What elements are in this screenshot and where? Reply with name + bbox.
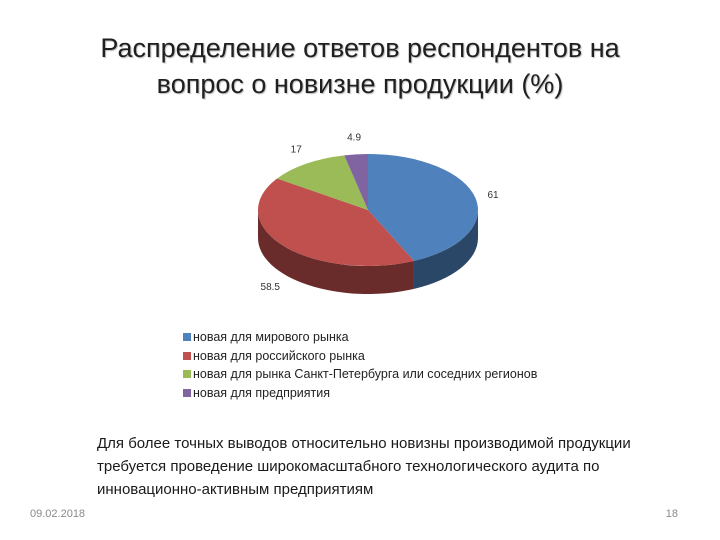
slice-enterprise: [344, 154, 368, 210]
data-label: 4.9: [347, 132, 361, 143]
footer-date: 09.02.2018: [30, 508, 86, 520]
page-number: 18: [665, 508, 678, 520]
legend-label: новая для предприятия: [193, 385, 331, 400]
legend-item-spb: новая для рынка Санкт-Петербурга или сос…: [183, 365, 537, 384]
slice-russia-side: [258, 210, 414, 294]
slice-russia: [258, 178, 414, 266]
legend-label: новая для российского рынка: [193, 348, 365, 363]
legend-item-enterprise: новая для предприятия: [183, 384, 537, 403]
slice-spb: [277, 155, 368, 210]
pie-slices: [258, 154, 479, 294]
title-line-1: Распределение ответов респондентов на: [100, 33, 620, 63]
legend-swatch: [183, 333, 191, 342]
legend-item-russia: новая для российского рынка: [183, 347, 537, 366]
data-label: 61: [487, 190, 499, 201]
title-line-2: вопрос о новизне продукции (%): [156, 69, 564, 99]
chart-legend: новая для мирового рынка новая для росси…: [183, 328, 537, 402]
legend-swatch: [183, 370, 191, 379]
legend-label: новая для рынка Санкт-Петербурга или сос…: [193, 367, 538, 381]
pie-data-labels: 61 58.5 17 4.9: [261, 132, 500, 292]
legend-label: новая для мирового рынка: [193, 330, 349, 344]
legend-swatch: [183, 351, 191, 360]
slice-world: [368, 154, 479, 261]
conclusion-note: Для более точных выводов относительно но…: [97, 435, 631, 498]
slice-world-side: [413, 210, 478, 289]
legend-swatch: [183, 388, 191, 397]
data-label: 58.5: [261, 282, 281, 293]
page-title: Распределение ответов респондентов на во…: [40, 30, 680, 102]
legend-item-world: новая для мирового рынка: [183, 328, 537, 347]
data-label: 17: [291, 145, 303, 156]
